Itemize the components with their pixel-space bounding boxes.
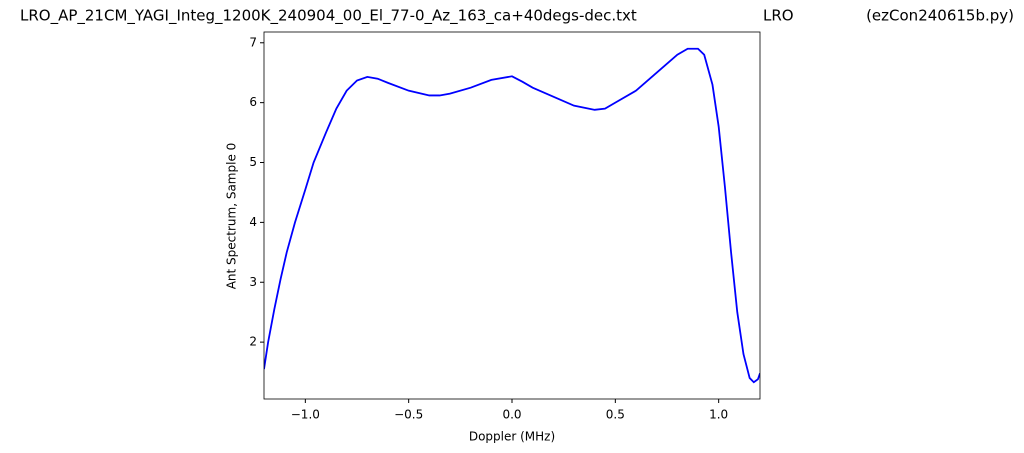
- chart-title: LRO: [763, 7, 794, 25]
- x-tick-label: 0.0: [502, 408, 521, 422]
- x-axis-label: Doppler (MHz): [469, 430, 555, 444]
- chart-title: (ezCon240615b.py): [866, 7, 1014, 25]
- chart-title: LRO_AP_21CM_YAGI_Integ_1200K_240904_00_E…: [20, 7, 637, 26]
- x-tick-label: −1.0: [291, 408, 320, 422]
- plot-frame: [263, 31, 761, 400]
- y-tick-label: 6: [249, 95, 257, 109]
- y-tick-label: 7: [249, 35, 257, 49]
- y-tick-label: 4: [249, 215, 257, 229]
- x-tick-label: 0.5: [606, 408, 625, 422]
- data-line: [264, 47, 760, 384]
- y-tick-label: 2: [249, 335, 257, 349]
- x-tick-label: −0.5: [394, 408, 423, 422]
- x-tick-label: 1.0: [709, 408, 728, 422]
- y-tick-label: 5: [249, 155, 257, 169]
- y-tick-label: 3: [249, 275, 257, 289]
- y-axis-label: Ant Spectrum, Sample 0: [225, 143, 239, 290]
